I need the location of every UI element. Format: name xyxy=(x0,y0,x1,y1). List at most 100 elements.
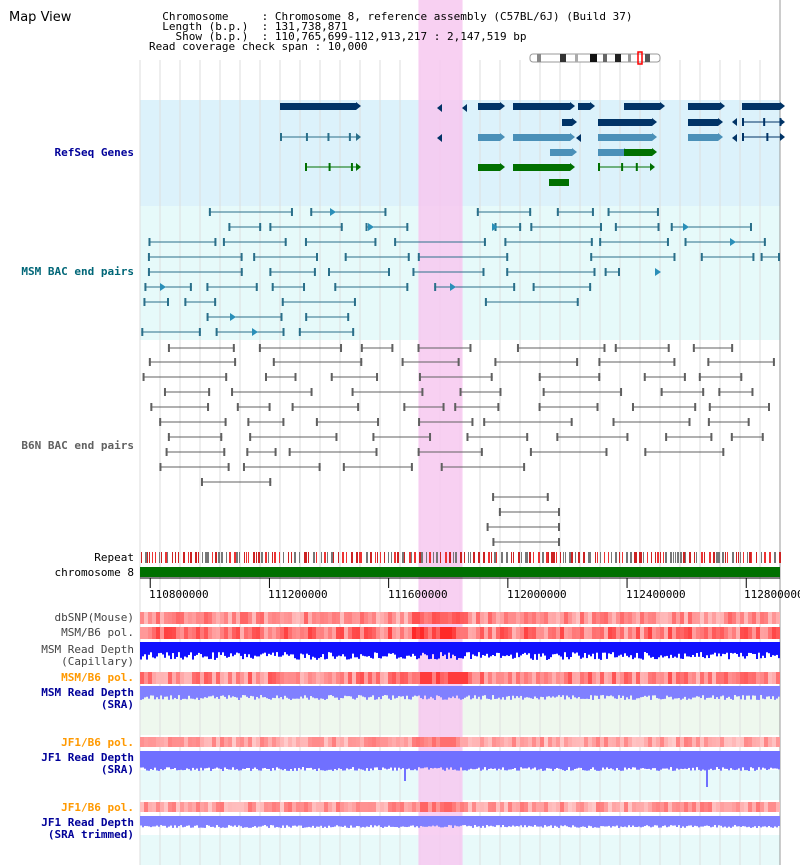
msm-pol-heat-cell xyxy=(720,672,724,684)
jf1-trimmed-depth-bar xyxy=(602,816,604,827)
jf1-pol-heat-cell xyxy=(656,802,660,812)
msm-bac-pair-end xyxy=(763,238,766,246)
msm-sra-depth-bar xyxy=(500,686,502,700)
msm-sra-depth-bar xyxy=(560,686,562,697)
track-label-msm-bac[interactable]: MSM BAC end pairs xyxy=(21,265,134,278)
dbsnp-heat-cell xyxy=(404,612,408,624)
axis-tick-label: 110800000 xyxy=(149,588,209,601)
b6n-bac-pair-end xyxy=(730,433,733,441)
msm-pol-heat-cell xyxy=(716,672,720,684)
jf1-pol-heat-cell xyxy=(768,802,772,812)
jf1-pol-heat-cell xyxy=(400,802,404,812)
gene-exon xyxy=(280,133,282,141)
jf1-sra-depth-bar xyxy=(598,751,600,771)
jf1-sra-depth-bar xyxy=(500,751,502,770)
dbsnp-heat-cell xyxy=(748,612,752,624)
dbsnp-heat-cell xyxy=(676,612,680,624)
track-label-b6n-bac[interactable]: B6N BAC end pairs xyxy=(21,439,134,452)
msm-pol-heat-cell xyxy=(248,627,252,639)
msm-capillary-depth-bar xyxy=(522,642,524,654)
msm-pol-heat-cell xyxy=(480,672,484,684)
msm-pol-heat-cell xyxy=(776,672,780,684)
msm-pol-heat-cell xyxy=(704,672,708,684)
msm-sra-depth-bar xyxy=(744,686,746,700)
msm-sra-depth-bar xyxy=(612,686,614,697)
b6n-bac-pair-end xyxy=(418,418,421,426)
jf1-trimmed-depth-bar xyxy=(246,816,248,828)
msm-capillary-depth-bar xyxy=(310,642,312,660)
msm-pol-heat-cell xyxy=(380,672,384,684)
msm-sra-depth-bar xyxy=(272,686,274,698)
jf1-trimmed-depth-bar xyxy=(460,816,462,826)
msm-bac-pair-end xyxy=(599,238,602,246)
jf1-pol-heat-cell xyxy=(492,802,496,812)
msm-bac-pair-end xyxy=(280,313,283,321)
jf1-trimmed-depth-bar xyxy=(682,816,684,827)
jf1-trimmed-depth-bar xyxy=(440,816,442,828)
jf1-trimmed-depth-bar xyxy=(324,816,326,827)
jf1-sra-depth-bar xyxy=(298,751,300,768)
msm-sra-depth-bar xyxy=(628,686,630,700)
msm-capillary-depth-bar xyxy=(710,642,712,655)
msm-bac-pair-end xyxy=(352,328,355,336)
jf1-trimmed-depth-bar xyxy=(264,816,266,826)
msm-capillary-depth-bar xyxy=(684,642,686,654)
jf1-sra-depth-bar xyxy=(668,751,670,770)
msm-sra-depth-bar xyxy=(616,686,618,699)
msm-pol-heat-cell xyxy=(524,672,528,684)
msm-bac-pair-end xyxy=(147,253,150,261)
msm-sra-depth-bar xyxy=(260,686,262,696)
b6n-bac-pair-end xyxy=(351,388,354,396)
dbsnp-heat-cell xyxy=(652,612,656,624)
jf1-pol-heat-cell xyxy=(744,737,748,747)
jf1-trimmed-depth-bar xyxy=(268,816,270,828)
repeat-element xyxy=(212,552,213,563)
msm-sra-depth-bar xyxy=(352,686,354,699)
jf1-sra-depth-bar xyxy=(676,751,678,769)
jf1-trimmed-depth-bar xyxy=(182,816,184,828)
msm-sra-depth-bar xyxy=(150,686,152,696)
jf1-sra-depth-bar xyxy=(548,751,550,769)
msm-pol-heat-cell xyxy=(616,627,620,639)
jf1-trimmed-depth-bar xyxy=(244,816,246,828)
msm-sra-depth-bar xyxy=(736,686,738,697)
msm-pol-heat-cell xyxy=(768,627,772,639)
jf1-pol-heat-cell xyxy=(704,802,708,812)
b6n-bac-pair-end xyxy=(375,448,378,456)
msm-capillary-depth-bar xyxy=(282,642,284,656)
jf1-sra-depth-bar xyxy=(622,751,624,771)
msm-capillary-depth-bar xyxy=(290,642,292,655)
dbsnp-heat-cell xyxy=(384,612,388,624)
jf1-pol-heat-cell xyxy=(756,737,760,747)
dbsnp-heat-cell xyxy=(700,612,704,624)
msm-pol-heat-cell xyxy=(416,627,420,639)
b6n-bac-pair-end xyxy=(546,493,549,501)
jf1-trimmed-depth-bar xyxy=(366,816,368,827)
msm-capillary-depth-bar xyxy=(470,642,472,659)
jf1-sra-depth-bar xyxy=(716,751,718,768)
msm-capillary-depth-bar xyxy=(336,642,338,657)
msm-sra-depth-bar xyxy=(564,686,566,700)
msm-capillary-depth-bar xyxy=(612,642,614,653)
gene-block xyxy=(624,103,660,110)
jf1-trimmed-depth-bar xyxy=(204,816,206,828)
msm-sra-depth-bar xyxy=(340,686,342,698)
msm-bac-pair-end xyxy=(269,268,272,276)
msm-sra-depth-bar xyxy=(250,686,252,696)
dbsnp-heat-cell xyxy=(452,612,456,624)
msm-pol-heat-cell xyxy=(296,627,300,639)
jf1-trimmed-depth-bar xyxy=(442,816,444,828)
msm-pol-heat-cell xyxy=(732,627,736,639)
msm-sra-depth-bar xyxy=(422,686,424,700)
b6n-bac-pair-end xyxy=(417,344,420,352)
jf1-sra-depth-bar xyxy=(732,751,734,770)
msm-sra-depth-bar xyxy=(614,686,616,699)
jf1-sra-depth-bar xyxy=(334,751,336,770)
jf1-sra-depth-bar xyxy=(688,751,690,768)
msm-capillary-depth-bar xyxy=(332,642,334,657)
track-label-refseq[interactable]: RefSeq Genes xyxy=(54,146,134,159)
msm-capillary-depth-bar xyxy=(158,642,160,654)
msm-capillary-depth-bar xyxy=(648,642,650,656)
